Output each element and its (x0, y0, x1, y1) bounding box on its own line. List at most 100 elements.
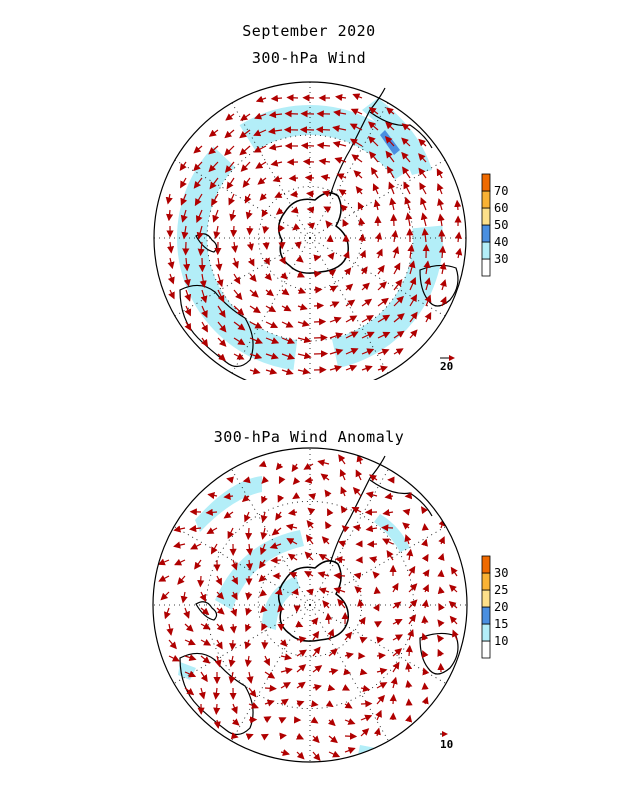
wind-vector (193, 145, 203, 154)
wind-vector (345, 299, 356, 307)
wind-vector (296, 635, 307, 644)
wind-vector (312, 646, 321, 657)
wind-vector (264, 272, 272, 281)
wind-vector (281, 368, 294, 376)
wind-vector (245, 543, 254, 556)
wind-vector (389, 693, 397, 705)
wind-vector (217, 305, 226, 318)
wind-vector (408, 599, 418, 609)
wind-vector (389, 197, 397, 211)
wind-vector (281, 352, 296, 360)
wind-vector (270, 556, 282, 564)
wind-vector (437, 213, 445, 227)
wind-vector (329, 301, 340, 308)
wind-vector (180, 209, 188, 223)
wind-vector (280, 682, 291, 689)
wind-vector (357, 201, 365, 211)
wind-vector (369, 556, 378, 564)
wind-vector (199, 591, 206, 602)
wind-vector (328, 269, 337, 277)
colorbar-swatch (481, 173, 491, 192)
wind-vector (267, 127, 283, 135)
wind-vector (249, 289, 259, 298)
wind-vector (197, 241, 205, 257)
wind-vector (454, 231, 462, 243)
wind-vector (360, 684, 371, 692)
wind-vector (233, 289, 243, 301)
wind-vector (440, 296, 447, 307)
wind-vector (307, 222, 316, 230)
wind-vector (297, 319, 310, 327)
wind-vector (321, 536, 330, 545)
wind-vector (297, 367, 311, 375)
wind-vector (165, 209, 174, 222)
wind-vector (259, 589, 268, 597)
wind-vector (183, 607, 190, 619)
wind-vector (280, 272, 288, 280)
wind-vector (317, 571, 330, 579)
wind-vector (157, 558, 170, 566)
wind-vector (422, 584, 429, 593)
wind-vector (246, 241, 254, 252)
wind-vector (278, 717, 287, 724)
wind-vector (275, 511, 283, 521)
wind-vector (212, 687, 220, 700)
wind-vector (261, 622, 268, 631)
wind-vector (421, 696, 429, 705)
wind-vector (373, 727, 381, 737)
wind-vector (294, 241, 302, 250)
wind-vector (407, 629, 414, 641)
wind-vector (450, 566, 458, 577)
wind-vector (355, 469, 363, 481)
wind-vector (404, 534, 412, 545)
wind-vector (375, 709, 382, 721)
wind-vector (327, 628, 335, 641)
wind-vector (327, 252, 335, 260)
wind-vector (205, 508, 218, 516)
bottom-colorbar: 10 15 20 25 30 (481, 555, 508, 659)
wind-vector (402, 508, 411, 516)
wind-vector (292, 223, 301, 231)
wind-vector (179, 161, 187, 171)
wind-vector (341, 684, 350, 691)
wind-vector (390, 213, 398, 227)
wind-vector (325, 612, 333, 625)
wind-vector (245, 623, 252, 633)
wind-vector (342, 250, 350, 259)
colorbar-label: 60 (494, 201, 508, 215)
wind-vector (421, 538, 428, 547)
colorbar-label: 30 (494, 566, 508, 580)
wind-vector (437, 586, 445, 595)
wind-vector (229, 623, 237, 634)
wind-vector (287, 508, 298, 516)
wind-vector (274, 191, 283, 198)
wind-vector (261, 639, 269, 650)
wind-vector (177, 575, 186, 585)
wind-vector (328, 667, 339, 676)
wind-vector (228, 655, 236, 668)
wind-vector (233, 352, 245, 360)
wind-vector (296, 751, 305, 760)
wind-vector (193, 177, 203, 189)
wind-vector (405, 212, 413, 227)
wind-vector (352, 93, 363, 101)
wind-vector (359, 249, 366, 259)
wind-vector (323, 206, 332, 213)
wind-vector (213, 703, 221, 715)
top-reference-label: 20 (440, 360, 453, 373)
wind-vector (349, 138, 363, 147)
wind-vector (296, 700, 305, 708)
wind-vector (184, 289, 192, 302)
wind-vector (200, 655, 211, 664)
wind-vector (233, 273, 241, 285)
wind-vector (265, 367, 278, 375)
wind-vector (226, 476, 235, 484)
wind-vector (260, 527, 268, 540)
wind-vector (340, 204, 348, 212)
wind-vector (201, 321, 208, 333)
wind-vector (166, 241, 175, 254)
wind-vector (365, 491, 378, 499)
wind-vector (360, 728, 370, 737)
wind-vector (281, 321, 294, 328)
wind-vector (306, 206, 315, 214)
